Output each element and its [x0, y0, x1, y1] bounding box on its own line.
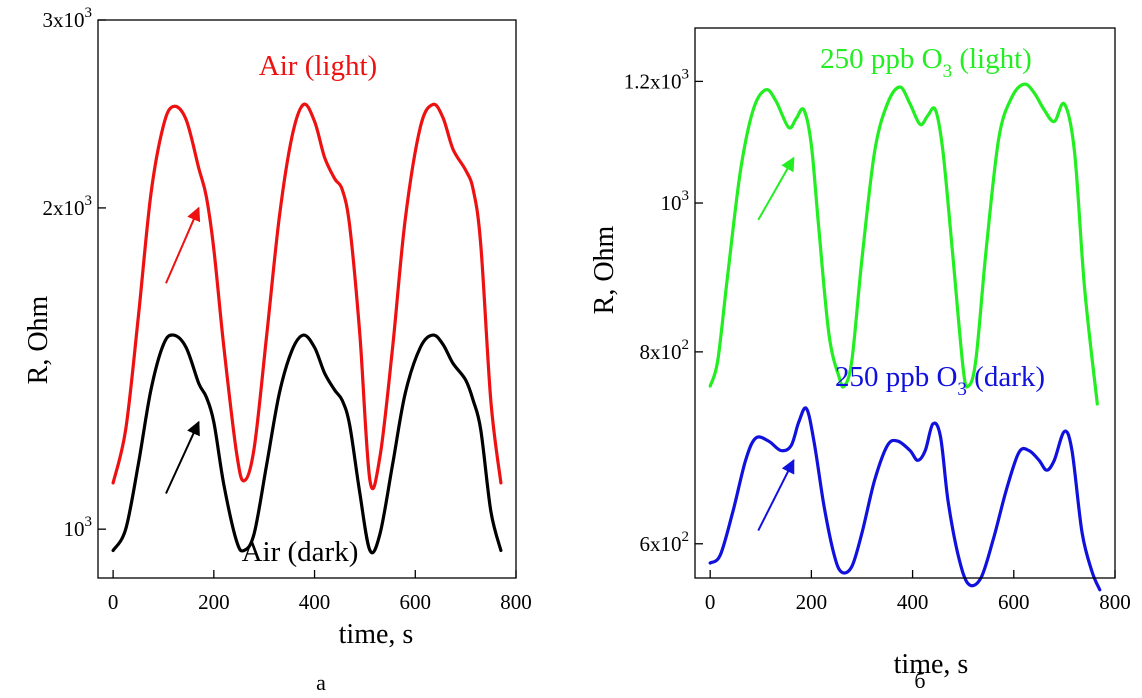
panel-b-arrow-1: [757, 459, 795, 532]
panel-b-x-tick-label-4: 800: [1099, 590, 1131, 614]
panel-b-x-axis-label: time, s: [894, 649, 969, 680]
panel-b-y-tick-label-base-3: 1.2x10: [624, 69, 682, 93]
panel-b-y-tick-label-1: 8x102: [640, 337, 690, 364]
panel-b-light-label-tail: (light): [952, 43, 1032, 75]
panel-a-x-tick-label-3: 600: [400, 590, 432, 614]
panel-b-series-line-0: [708, 82, 1099, 406]
panel-a-y-tick-label-base-0: 10: [64, 517, 85, 541]
panel-a-arrows: [165, 206, 201, 494]
panel-a-x-axis-label: time, s: [339, 619, 414, 650]
panel-b-x-axis: 0 200 400 600 800: [705, 570, 1131, 614]
panel-a-y-tick-label-0: 103: [64, 514, 93, 541]
panel-a-curves: [111, 102, 503, 555]
panel-b-series-label-dark: 250 ppb O3 (dark): [835, 361, 1045, 400]
panel-a-series-line-1: [111, 333, 503, 555]
panel-b-y-tick-label-exp-3: 3: [682, 66, 690, 82]
panel-b-y-axis-label: R, Ohm: [589, 225, 620, 314]
panel-b-y-tick-label-0: 6x102: [640, 529, 690, 556]
panel-a-y-tick-label-exp-2: 3: [85, 5, 93, 21]
panel-b-y-tick-label-2: 103: [661, 188, 690, 215]
panel-b-arrows: [757, 156, 795, 532]
panel-b-series-line-1: [708, 406, 1102, 592]
panel-b-y-tick-label-base-2: 10: [661, 191, 682, 215]
panel-b-y-tick-label-exp-1: 2: [682, 337, 690, 353]
panel-b-dark-label-tail: (dark): [967, 361, 1045, 393]
panel-b-curves: [708, 82, 1102, 592]
panel-a-x-tick-label-1: 200: [198, 590, 230, 614]
panel-a-x-tick-label-2: 400: [299, 590, 331, 614]
panel-a-y-tick-label-exp-0: 3: [85, 514, 93, 530]
panel-a-y-tick-label-base-2: 3x10: [43, 8, 85, 32]
panel-b-series-label-light: 250 ppb O3 (light): [820, 43, 1032, 82]
panel-a-series-line-0: [111, 102, 503, 491]
panel-a-y-axis-label: R, Ohm: [23, 295, 54, 384]
panel-b-light-label-sub: 3: [943, 61, 953, 82]
panel-a-y-tick-label-exp-1: 3: [85, 193, 93, 209]
panel-a-plot-frame: [97, 19, 517, 579]
panel-a-arrow-0: [165, 206, 201, 284]
panel-b-dark-label-sub: 3: [957, 379, 967, 400]
panel-a-arrow-1: [165, 420, 200, 494]
panel-b-light-label-main: 250 ppb O: [820, 43, 942, 75]
panel-b-label: б: [914, 668, 925, 693]
panel-b-y-tick-label-base-1: 8x10: [640, 340, 682, 364]
panel-a-y-tick-label-2: 3x103: [43, 5, 93, 32]
panel-b-x-tick-label-1: 200: [796, 590, 828, 614]
panel-a-y-tick-label-base-1: 2x10: [43, 196, 85, 220]
panel-b-arrow-0: [757, 156, 795, 221]
panel-a-x-tick-label-0: 0: [108, 590, 119, 614]
panel-a-series-label-dark: Air (dark): [242, 536, 359, 568]
panel-b-x-tick-label-2: 400: [897, 590, 929, 614]
panel-b-x-tick-label-3: 600: [998, 590, 1030, 614]
panel-b-y-tick-label-exp-0: 2: [682, 529, 690, 545]
panel-b-x-tick-label-0: 0: [705, 590, 716, 614]
panel-b-plot-frame: [694, 27, 1116, 579]
panel-b-y-tick-label-3: 1.2x103: [624, 66, 689, 93]
panel-a-series-label-light: Air (light): [259, 50, 377, 82]
panel-b-y-tick-label-base-0: 6x10: [640, 532, 682, 556]
panel-a-x-tick-label-4: 800: [500, 590, 532, 614]
panel-b-y-tick-label-exp-2: 3: [682, 188, 690, 204]
panel-a-x-axis: 0 200 400 600 800: [108, 570, 532, 614]
panel-a-y-tick-label-1: 2x103: [43, 193, 93, 220]
panel-b-dark-label-main: 250 ppb O: [835, 361, 957, 393]
panel-a-label: а: [316, 670, 326, 695]
